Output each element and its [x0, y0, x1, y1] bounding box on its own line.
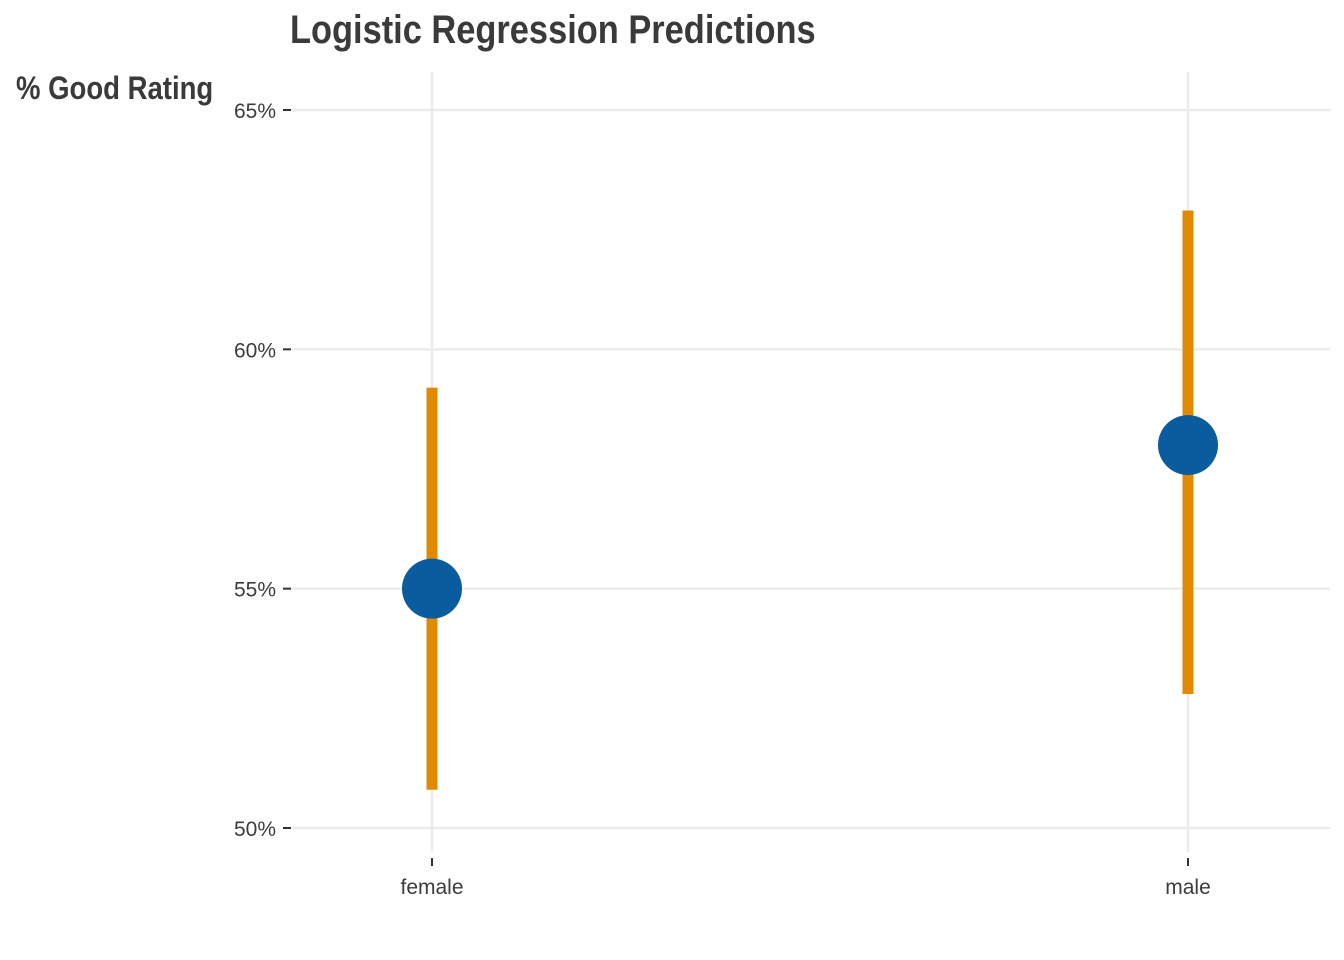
y-axis-title: % Good Rating — [16, 70, 214, 106]
y-tick-label: 50% — [234, 818, 276, 841]
y-tick-label: 65% — [234, 100, 276, 123]
chart-title: Logistic Regression Predictions — [290, 8, 816, 52]
grid-layer — [292, 72, 1330, 852]
axis-layer: 50% 55% 60% 65% female male — [234, 100, 1211, 899]
estimate-point-male — [1158, 415, 1218, 476]
x-tick-label: male — [1165, 876, 1211, 899]
y-tick-label: 55% — [234, 579, 276, 602]
x-tick-label: female — [400, 876, 463, 899]
y-tick-label: 60% — [234, 339, 276, 362]
point-layer — [402, 415, 1218, 619]
interval-layer — [426, 210, 1194, 790]
estimate-point-female — [402, 558, 462, 619]
